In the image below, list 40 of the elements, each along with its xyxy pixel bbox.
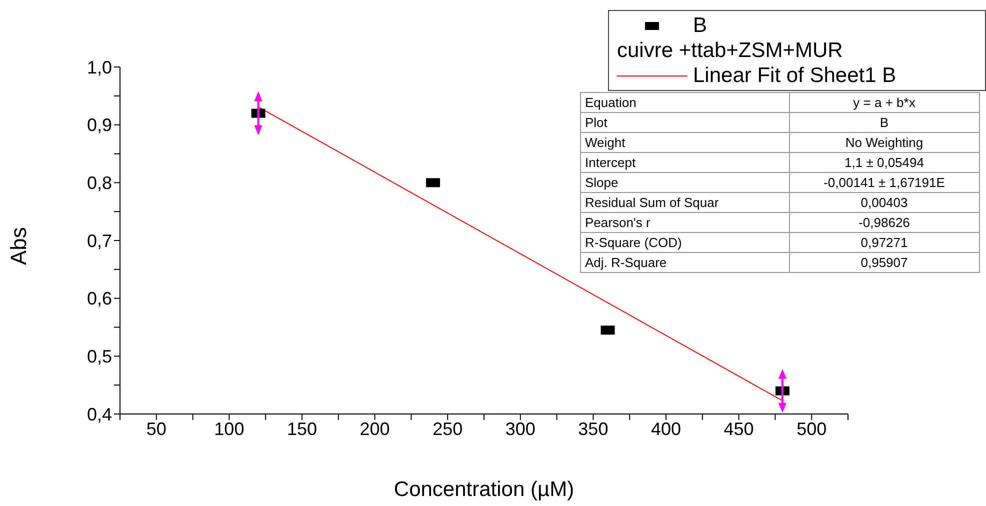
y-tick-label: 0,7 (86, 230, 112, 251)
y-tick-label: 0,9 (86, 115, 112, 136)
text: 0,95907 (789, 252, 980, 272)
x-tick-label: 250 (432, 418, 463, 439)
annotation: Equation (580, 92, 790, 112)
y-tick-label: 0,6 (86, 288, 112, 309)
y-tick-label: 0,4 (86, 404, 112, 424)
annotation: -0,00141 ± 1,67191E (789, 172, 980, 192)
x-tick-label: 100 (214, 418, 244, 439)
text: 0,00403 (789, 192, 980, 212)
text: cuivre +ttab+ZSM+MUR (617, 38, 844, 63)
x-tick-label: 300 (505, 418, 536, 439)
y-axis-title: Abs (6, 227, 32, 265)
annotation: R-Square (COD) (580, 232, 790, 252)
y-tick-label: 0,5 (86, 346, 112, 367)
text: y = a + b*x (789, 92, 980, 112)
legend-label: Linear Fit of Sheet1 B (693, 63, 896, 88)
y-tick-label: 0,8 (86, 173, 112, 194)
text: B (789, 112, 980, 132)
text: -0,98626 (789, 212, 980, 232)
annotation: No Weighting (789, 132, 980, 152)
annotation: Pearson's r (580, 212, 790, 232)
x-tick-label: 150 (286, 418, 318, 439)
x-tick-label: 450 (724, 418, 754, 439)
annotation: Weight (580, 132, 790, 152)
annotation: Adj. R-Square (580, 252, 790, 272)
annotation: Residual Sum of Squar (580, 192, 790, 212)
annotation: Intercept (580, 152, 790, 172)
x-tick-label: 200 (360, 418, 390, 439)
x-tick-label: 50 (146, 418, 166, 439)
annotation: Plot (580, 112, 790, 132)
x-tick-label: 400 (650, 418, 682, 439)
x-axis-title: Concentration (µM) (392, 478, 576, 502)
legend-label: B (693, 13, 708, 38)
x-tick-label: 500 (796, 418, 827, 439)
text: 0,97271 (789, 232, 980, 252)
annotation: Slope (580, 172, 790, 192)
y-tick-label: 1,0 (86, 57, 112, 78)
x-tick-label: 350 (578, 418, 608, 439)
annotation: 1,1 ± 0,05494 (789, 152, 980, 172)
